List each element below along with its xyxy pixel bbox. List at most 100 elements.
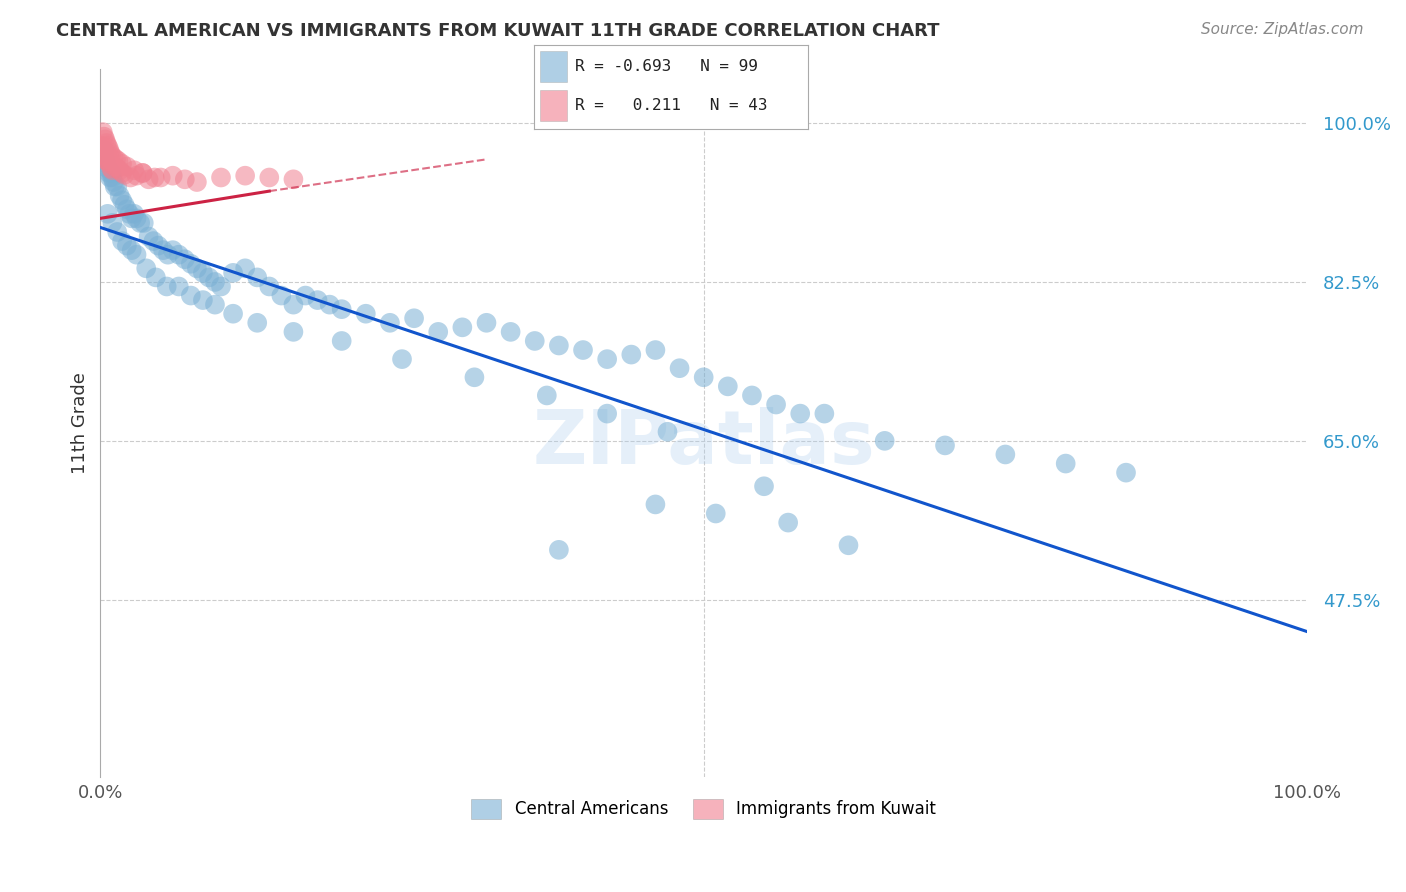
Point bbox=[125, 211, 148, 226]
Point bbox=[111, 193, 134, 207]
Point bbox=[644, 497, 666, 511]
Point bbox=[873, 434, 896, 448]
Point bbox=[427, 325, 450, 339]
Point bbox=[115, 202, 138, 217]
Point bbox=[94, 132, 117, 146]
Point bbox=[90, 138, 112, 153]
Point bbox=[97, 161, 120, 176]
Point bbox=[105, 225, 128, 239]
Point bbox=[125, 169, 148, 183]
Point bbox=[96, 136, 118, 150]
Point bbox=[96, 157, 118, 171]
Point bbox=[105, 153, 128, 167]
Point bbox=[765, 398, 787, 412]
Point bbox=[180, 257, 202, 271]
Point bbox=[283, 172, 305, 186]
Point bbox=[204, 298, 226, 312]
Point bbox=[103, 151, 125, 165]
Point bbox=[596, 352, 619, 367]
Point bbox=[111, 234, 134, 248]
Point bbox=[704, 507, 727, 521]
Point bbox=[572, 343, 595, 357]
Point bbox=[548, 338, 571, 352]
Point bbox=[813, 407, 835, 421]
Point bbox=[143, 170, 166, 185]
Point bbox=[132, 216, 155, 230]
Point bbox=[135, 261, 157, 276]
Point bbox=[93, 143, 115, 157]
Point bbox=[283, 298, 305, 312]
Point bbox=[105, 161, 128, 176]
Point bbox=[149, 170, 172, 185]
Point bbox=[96, 154, 118, 169]
Point bbox=[108, 188, 131, 202]
Point bbox=[222, 266, 245, 280]
Point bbox=[180, 288, 202, 302]
Point bbox=[121, 211, 143, 226]
Point bbox=[330, 334, 353, 348]
Point bbox=[98, 145, 121, 159]
Point bbox=[752, 479, 775, 493]
Point bbox=[499, 325, 522, 339]
Point bbox=[391, 352, 413, 367]
Bar bbox=[540, 90, 567, 120]
Point bbox=[173, 252, 195, 267]
Point bbox=[148, 238, 170, 252]
Point bbox=[233, 261, 256, 276]
Legend: Central Americans, Immigrants from Kuwait: Central Americans, Immigrants from Kuwai… bbox=[464, 793, 943, 825]
Point bbox=[138, 229, 160, 244]
Point bbox=[198, 270, 221, 285]
Point bbox=[994, 448, 1017, 462]
Point bbox=[104, 179, 127, 194]
Point bbox=[620, 348, 643, 362]
Point bbox=[111, 166, 134, 180]
Point bbox=[104, 160, 127, 174]
Point bbox=[259, 170, 281, 185]
Point bbox=[209, 170, 232, 185]
Point bbox=[162, 243, 184, 257]
Point bbox=[122, 207, 145, 221]
Point bbox=[246, 270, 269, 285]
Point bbox=[644, 343, 666, 357]
Point bbox=[94, 153, 117, 167]
Point bbox=[101, 170, 124, 185]
Point bbox=[191, 266, 214, 280]
Point bbox=[115, 160, 138, 174]
Point bbox=[93, 129, 115, 144]
Point bbox=[97, 138, 120, 153]
Point bbox=[156, 279, 179, 293]
Point bbox=[97, 207, 120, 221]
Point bbox=[934, 438, 956, 452]
Point bbox=[318, 298, 340, 312]
Point bbox=[741, 388, 763, 402]
Point bbox=[91, 125, 114, 139]
Point bbox=[156, 248, 179, 262]
Point bbox=[233, 169, 256, 183]
Point bbox=[270, 288, 292, 302]
Point bbox=[93, 148, 115, 162]
Point bbox=[94, 153, 117, 167]
Point bbox=[103, 175, 125, 189]
Point bbox=[121, 243, 143, 257]
Point bbox=[668, 361, 690, 376]
Point bbox=[131, 166, 153, 180]
Point bbox=[246, 316, 269, 330]
Point bbox=[101, 163, 124, 178]
Point bbox=[118, 207, 141, 221]
Point bbox=[463, 370, 485, 384]
Point bbox=[475, 316, 498, 330]
Point bbox=[596, 407, 619, 421]
Point bbox=[111, 157, 134, 171]
Point bbox=[523, 334, 546, 348]
Point bbox=[548, 542, 571, 557]
Point bbox=[125, 248, 148, 262]
Point bbox=[120, 170, 142, 185]
Point bbox=[152, 243, 174, 257]
Point bbox=[97, 141, 120, 155]
Point bbox=[91, 143, 114, 157]
Point bbox=[259, 279, 281, 293]
Point bbox=[100, 148, 122, 162]
Point bbox=[129, 216, 152, 230]
Point bbox=[778, 516, 800, 530]
Point bbox=[186, 175, 208, 189]
